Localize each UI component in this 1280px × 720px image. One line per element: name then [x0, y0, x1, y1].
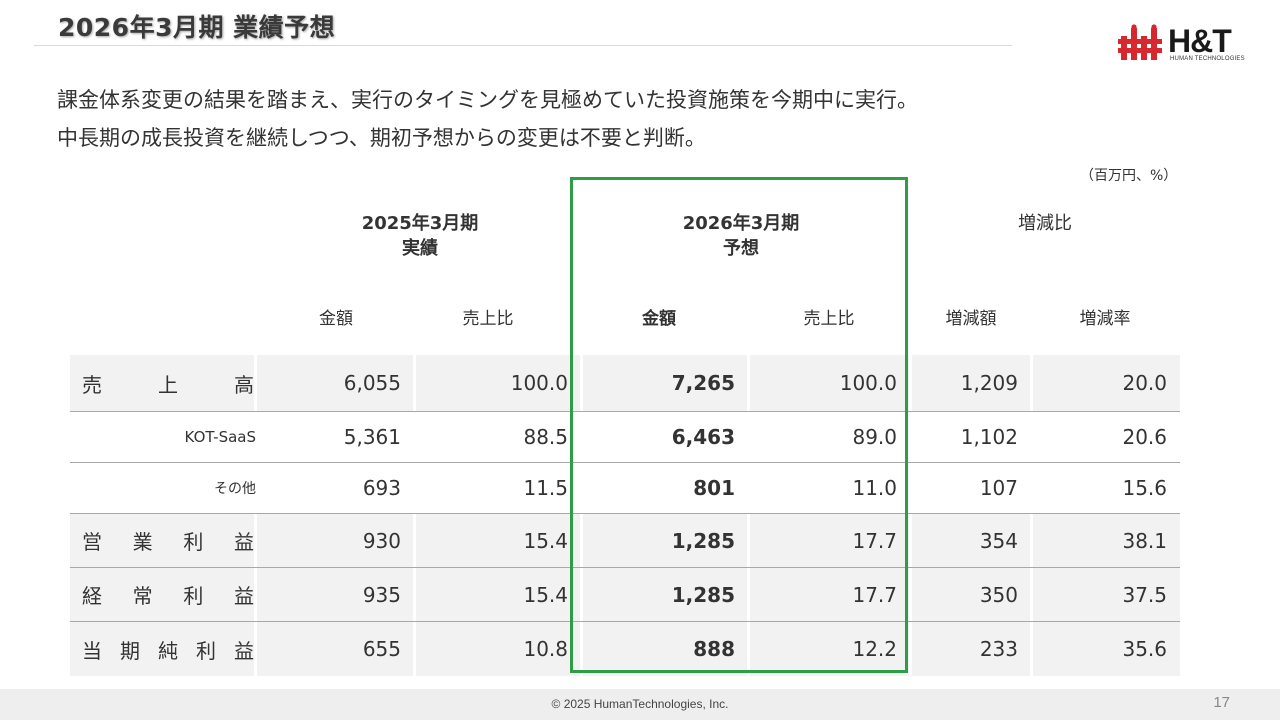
unit-note: （百万円、%）: [1080, 168, 1178, 184]
cell-change-rate: 37.5: [1122, 582, 1167, 607]
cell-ratio-2025: 100.0: [404, 355, 583, 411]
cell-change-rate: 15.6: [1122, 476, 1167, 500]
header-fy2025-period: 2025年3月期: [361, 213, 479, 234]
cell-ratio-2026: 11.0: [852, 476, 897, 500]
subheader-amount-2025: 金額: [319, 309, 353, 329]
cell-change-rate: 35.6: [1122, 637, 1167, 661]
cell-amount-2025: 693: [362, 476, 401, 500]
cell-ratio-2025: 15.4: [404, 568, 583, 621]
cell-amount-2025: 930: [266, 514, 416, 567]
cell-ratio-2026: 100.0: [750, 355, 912, 411]
subheader-amount-2026: 金額: [642, 309, 676, 329]
cell-change-rate: 20.0: [1122, 371, 1167, 395]
cell-change-amount: 350: [910, 568, 1033, 621]
logo-wordmark: H&T: [1168, 23, 1232, 59]
copyright-text: © 2025 HumanTechnologies, Inc.: [551, 697, 729, 711]
title-divider: [34, 45, 1012, 46]
cell-change-amount: 354: [910, 514, 1033, 567]
row-label: その他: [214, 481, 256, 497]
cell-change-amount: 107: [979, 476, 1018, 500]
cell-amount-2026: 1,285: [571, 568, 750, 621]
page-title: 2026年3月期 業績予想: [58, 13, 336, 42]
header-fy2025: 2025年3月期 実績: [320, 211, 520, 261]
cell-amount-2026: 801: [693, 476, 735, 500]
lead-text-line-2: 中長期の成長投資を継続しつつ、期初予想からの変更は不要と判断。: [57, 126, 706, 150]
table-row-kot-saas: KOT-SaaS 5,361 88.5 6,463 89.0 1,102 20.…: [70, 412, 1180, 463]
cell-amount-2025: 935: [266, 568, 416, 621]
cell-ratio-2026: 17.7: [750, 568, 912, 621]
page-number: 17: [1213, 694, 1230, 711]
table-row-net-income: 当期純利益 655 10.8 888 12.2 233 35.6: [70, 622, 1180, 676]
cell-ratio-2025: 11.5: [523, 476, 568, 500]
subheader-ratio-2026: 売上比: [803, 309, 855, 329]
header-fy2026-period: 2026年3月期: [682, 213, 800, 234]
cell-change-amount: 1,209: [910, 355, 1033, 411]
row-label: 営業利益: [82, 514, 257, 567]
table-row-operating-income: 営業利益 930 15.4 1,285 17.7 354 38.1: [70, 514, 1180, 568]
forecast-table: 売上高 6,055 100.0 7,265 100.0 1,209 20.0 K…: [70, 355, 1180, 676]
cell-ratio-2026: 12.2: [750, 622, 912, 676]
table-row-other: その他 693 11.5 801 11.0 107 15.6: [70, 463, 1180, 514]
cell-amount-2025: 5,361: [343, 425, 401, 449]
row-label: 経常利益: [82, 568, 257, 621]
subheader-change-rate: 増減率: [1079, 309, 1131, 329]
cell-change-amount: 233: [910, 622, 1033, 676]
row-label: 売上高: [82, 355, 257, 411]
cell-ratio-2025: 88.5: [523, 425, 568, 449]
subheader-change-amount: 増減額: [945, 309, 997, 329]
footer-bar: © 2025 HumanTechnologies, Inc. 17: [0, 689, 1280, 720]
row-label: 当期純利益: [82, 622, 257, 676]
cell-ratio-2026: 89.0: [852, 425, 897, 449]
ht-logo-mark-icon: [1118, 24, 1162, 60]
table-row-ordinary-income: 経常利益 935 15.4 1,285 17.7 350 37.5: [70, 568, 1180, 622]
cell-amount-2025: 655: [266, 622, 416, 676]
logo-subtitle: HUMAN TECHNOLOGIES: [1170, 56, 1245, 62]
header-fy2025-type: 実績: [402, 238, 438, 259]
cell-ratio-2025: 10.8: [404, 622, 583, 676]
cell-amount-2025: 6,055: [266, 355, 416, 411]
cell-ratio-2026: 17.7: [750, 514, 912, 567]
cell-amount-2026: 6,463: [671, 425, 735, 449]
header-change: 増減比: [1018, 213, 1072, 234]
header-fy2026-type: 予想: [723, 238, 759, 259]
cell-ratio-2025: 15.4: [404, 514, 583, 567]
row-label: KOT-SaaS: [184, 428, 256, 446]
table-row-net-sales: 売上高 6,055 100.0 7,265 100.0 1,209 20.0: [70, 355, 1180, 412]
company-logo: H&T HUMAN TECHNOLOGIES: [1118, 23, 1245, 66]
cell-amount-2026: 1,285: [571, 514, 750, 567]
cell-amount-2026: 7,265: [571, 355, 750, 411]
cell-amount-2026: 888: [571, 622, 750, 676]
header-fy2026: 2026年3月期 予想: [641, 211, 841, 261]
cell-change-amount: 1,102: [960, 425, 1018, 449]
cell-change-rate: 38.1: [1122, 528, 1167, 553]
lead-text-line-1: 課金体系変更の結果を踏まえ、実行のタイミングを見極めていた投資施策を今期中に実行…: [57, 88, 918, 112]
cell-change-rate: 20.6: [1122, 425, 1167, 449]
subheader-ratio-2025: 売上比: [462, 309, 514, 329]
